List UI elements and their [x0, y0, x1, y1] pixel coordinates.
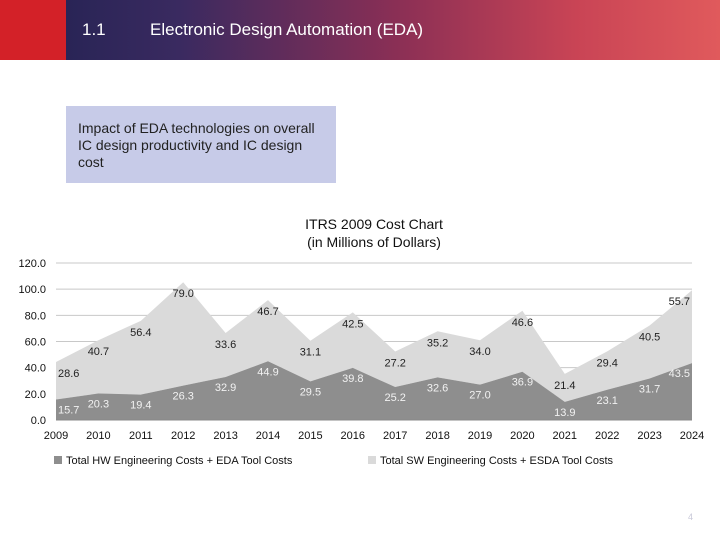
- legend-swatch-sw: [368, 456, 376, 464]
- x-tick-label: 2014: [256, 430, 280, 442]
- hw-data-label: 32.6: [427, 382, 448, 394]
- sw-data-label: 29.4: [596, 357, 617, 369]
- sw-data-label: 31.1: [300, 347, 321, 359]
- x-tick-label: 2009: [44, 430, 68, 442]
- hw-data-label: 27.0: [469, 390, 490, 402]
- sw-data-label: 46.6: [512, 317, 533, 329]
- sw-data-label: 28.6: [58, 368, 79, 380]
- hw-data-label: 44.9: [257, 366, 278, 378]
- x-tick-label: 2022: [595, 430, 619, 442]
- x-tick-label: 2023: [637, 430, 661, 442]
- x-tick-label: 2011: [129, 430, 153, 442]
- sw-data-label: 33.6: [215, 339, 236, 351]
- itrs-cost-chart: ITRS 2009 Cost Chart (in Millions of Doll…: [4, 183, 714, 483]
- hw-data-label: 20.3: [88, 398, 109, 410]
- x-tick-label: 2012: [171, 430, 195, 442]
- x-tick-label: 2024: [680, 430, 704, 442]
- callout-text: Impact of EDA technologies on overall IC…: [78, 120, 315, 170]
- hw-data-label: 31.7: [639, 384, 660, 396]
- hw-data-label: 43.5: [669, 368, 690, 380]
- y-tick-label: 0.0: [31, 415, 46, 427]
- hw-data-label: 26.3: [172, 391, 193, 403]
- x-tick-label: 2017: [383, 430, 407, 442]
- sw-data-label: 56.4: [130, 327, 151, 339]
- sw-data-label: 40.5: [639, 332, 660, 344]
- hw-data-label: 19.4: [130, 400, 151, 412]
- section-number: 1.1: [82, 20, 106, 39]
- hw-data-label: 29.5: [300, 386, 321, 398]
- header-bar: 1.1 Electronic Design Automation (EDA): [0, 0, 720, 60]
- callout-box: Impact of EDA technologies on overall IC…: [66, 106, 336, 188]
- sw-data-label: 40.7: [88, 346, 109, 358]
- page-title: Electronic Design Automation (EDA): [150, 20, 424, 39]
- y-tick-label: 120.0: [18, 258, 46, 270]
- legend-label-sw: Total SW Engineering Costs + ESDA Tool C…: [380, 455, 614, 467]
- x-tick-label: 2013: [213, 430, 237, 442]
- hw-data-label: 15.7: [58, 404, 79, 416]
- x-tick-label: 2010: [86, 430, 110, 442]
- x-tick-label: 2015: [298, 430, 322, 442]
- y-tick-label: 40.0: [25, 363, 46, 375]
- hw-data-label: 39.8: [342, 373, 363, 385]
- sw-data-label: 27.2: [384, 357, 405, 369]
- header-red-block: [0, 0, 66, 60]
- hw-data-label: 25.2: [384, 392, 405, 404]
- sw-data-label: 55.7: [669, 296, 690, 308]
- y-tick-label: 80.0: [25, 310, 46, 322]
- x-tick-label: 2016: [341, 430, 365, 442]
- legend-swatch-hw: [54, 456, 62, 464]
- series-sw-area: [56, 282, 692, 402]
- hw-data-label: 32.9: [215, 382, 236, 394]
- x-tick-label: 2019: [468, 430, 492, 442]
- sw-data-label: 46.7: [257, 306, 278, 318]
- sw-data-label: 42.5: [342, 318, 363, 330]
- sw-data-label: 79.0: [172, 288, 193, 300]
- hw-data-label: 23.1: [596, 395, 617, 407]
- chart-container: ITRS 2009 Cost Chart (in Millions of Doll…: [4, 183, 714, 483]
- legend-label-hw: Total HW Engineering Costs + EDA Tool Co…: [66, 455, 293, 467]
- y-tick-label: 100.0: [18, 284, 46, 296]
- y-tick-label: 60.0: [25, 337, 46, 349]
- chart-title-line-2: (in Millions of Dollars): [307, 234, 441, 250]
- x-tick-label: 2018: [425, 430, 449, 442]
- x-tick-label: 2020: [510, 430, 534, 442]
- hw-data-label: 13.9: [554, 407, 575, 419]
- x-tick-label: 2021: [553, 430, 577, 442]
- series-hw-area: [56, 361, 692, 420]
- slide-number: 4: [688, 512, 694, 522]
- y-tick-label: 20.0: [25, 389, 46, 401]
- sw-data-label: 34.0: [469, 346, 490, 358]
- sw-data-label: 21.4: [554, 380, 575, 392]
- hw-data-label: 36.9: [512, 377, 533, 389]
- sw-data-label: 35.2: [427, 337, 448, 349]
- chart-title-line-1: ITRS 2009 Cost Chart: [305, 216, 443, 232]
